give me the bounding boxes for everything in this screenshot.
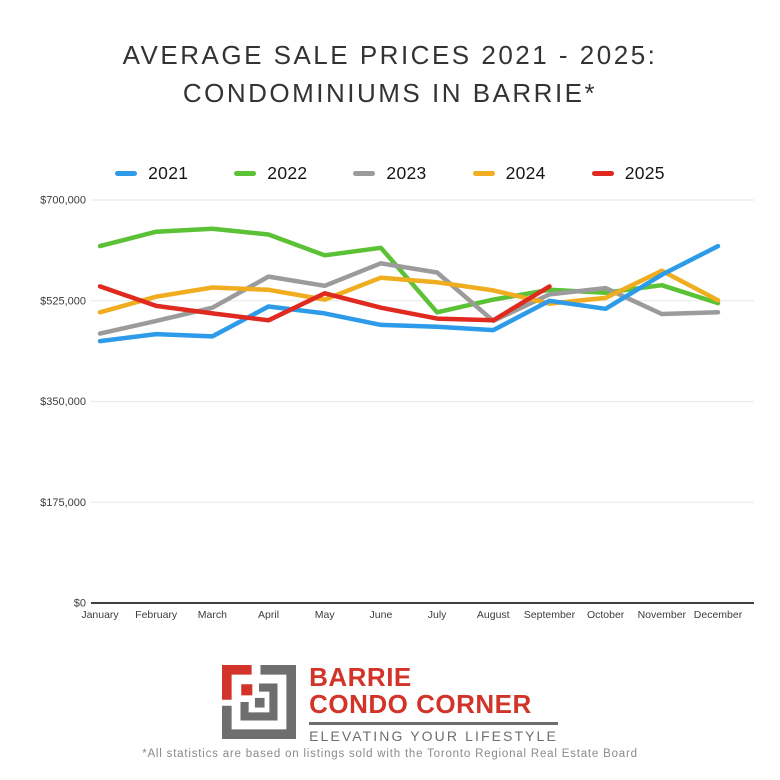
y-axis-label: $175,000 <box>40 497 86 509</box>
logo-divider <box>309 722 558 725</box>
series-line-2025 <box>97 284 552 323</box>
x-axis-label: May <box>315 609 336 621</box>
legend-label: 2022 <box>267 163 308 183</box>
legend-label: 2024 <box>505 163 546 183</box>
x-axis-label: September <box>524 609 576 621</box>
x-axis-label: January <box>81 609 119 621</box>
x-axis-label: December <box>694 609 743 621</box>
legend-item-2024: 2024 <box>472 163 546 184</box>
legend-item-2023: 2023 <box>353 163 426 184</box>
x-axis-label: November <box>638 609 687 621</box>
x-axis-label: July <box>428 609 447 621</box>
logo-tagline: ELEVATING YOUR LIFESTYLE <box>309 728 558 744</box>
legend-dash-icon <box>353 171 376 176</box>
legend-dash-icon <box>234 171 257 176</box>
x-axis-label: February <box>135 609 178 621</box>
legend-label: 2025 <box>624 163 665 183</box>
square-spiral-logo-icon <box>222 664 297 744</box>
series-line-2024 <box>97 268 721 315</box>
chart-title-line1: AVERAGE SALE PRICES 2021 - 2025: <box>122 40 658 70</box>
legend-dash-icon <box>115 171 138 176</box>
barrie-condo-corner-logo: BARRIE CONDO CORNER ELEVATING YOUR LIFES… <box>0 664 780 744</box>
x-axis-label: August <box>477 609 510 621</box>
legend-label: 2021 <box>148 163 189 183</box>
y-axis-label: $0 <box>74 598 86 610</box>
legend-item-2021: 2021 <box>115 163 188 184</box>
logo-name-line1: BARRIE <box>309 662 412 692</box>
chart-legend: 2021 2022 2023 2024 2025 <box>0 163 780 184</box>
x-axis-label: October <box>587 609 625 621</box>
x-axis-label: June <box>370 609 393 621</box>
series-line-2021 <box>97 243 721 344</box>
y-axis-label: $700,000 <box>40 195 86 207</box>
logo-name-line2: CONDO CORNER <box>309 689 532 719</box>
x-axis-label: April <box>258 609 279 621</box>
legend-dash-icon <box>591 171 614 176</box>
x-axis-label: March <box>198 609 227 621</box>
legend-dash-icon <box>472 171 495 176</box>
y-axis-label: $525,000 <box>40 295 86 307</box>
chart-title-line2: CONDOMINIUMS IN BARRIE* <box>182 78 598 108</box>
legend-label: 2023 <box>386 163 427 183</box>
legend-item-2022: 2022 <box>234 163 307 184</box>
legend-item-2025: 2025 <box>591 163 665 184</box>
footnote: *All statistics are based on listings so… <box>142 748 638 760</box>
y-axis-label: $350,000 <box>40 396 86 408</box>
series-line-2022 <box>97 226 721 315</box>
chart-title: AVERAGE SALE PRICES 2021 - 2025: CONDOMI… <box>0 36 780 112</box>
